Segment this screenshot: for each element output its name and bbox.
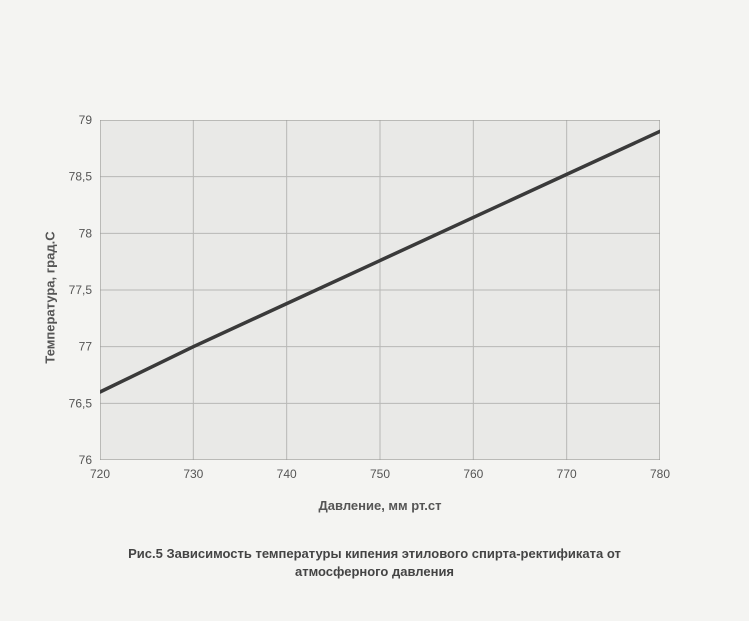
x-axis-label: Давление, мм рт.ст: [319, 498, 442, 513]
svg-text:750: 750: [370, 467, 390, 481]
page: { "chart": { "type": "line", "xlabel": "…: [0, 0, 749, 621]
svg-text:730: 730: [183, 467, 203, 481]
svg-text:76: 76: [79, 453, 93, 467]
svg-text:740: 740: [277, 467, 297, 481]
svg-text:77: 77: [79, 340, 93, 354]
y-axis-label: Температура, град.С: [43, 231, 58, 363]
x-tick-labels: 720 730 740 750 760 770 780: [0, 460, 749, 500]
chart-plot-area: [100, 120, 660, 460]
svg-text:780: 780: [650, 467, 670, 481]
svg-text:720: 720: [90, 467, 110, 481]
svg-text:77,5: 77,5: [69, 283, 93, 297]
caption-line2: атмосферного давления: [0, 563, 749, 581]
svg-text:78: 78: [79, 226, 93, 240]
svg-text:770: 770: [557, 467, 577, 481]
caption-line1: Зависимость температуры кипения этиловог…: [166, 546, 620, 561]
caption-prefix: Рис.5: [128, 546, 163, 561]
svg-text:760: 760: [463, 467, 483, 481]
svg-text:78,5: 78,5: [69, 170, 93, 184]
chart-svg: [100, 120, 660, 460]
svg-text:79: 79: [79, 113, 93, 127]
svg-text:76,5: 76,5: [69, 396, 93, 410]
figure-caption: Рис.5 Зависимость температуры кипения эт…: [0, 545, 749, 581]
